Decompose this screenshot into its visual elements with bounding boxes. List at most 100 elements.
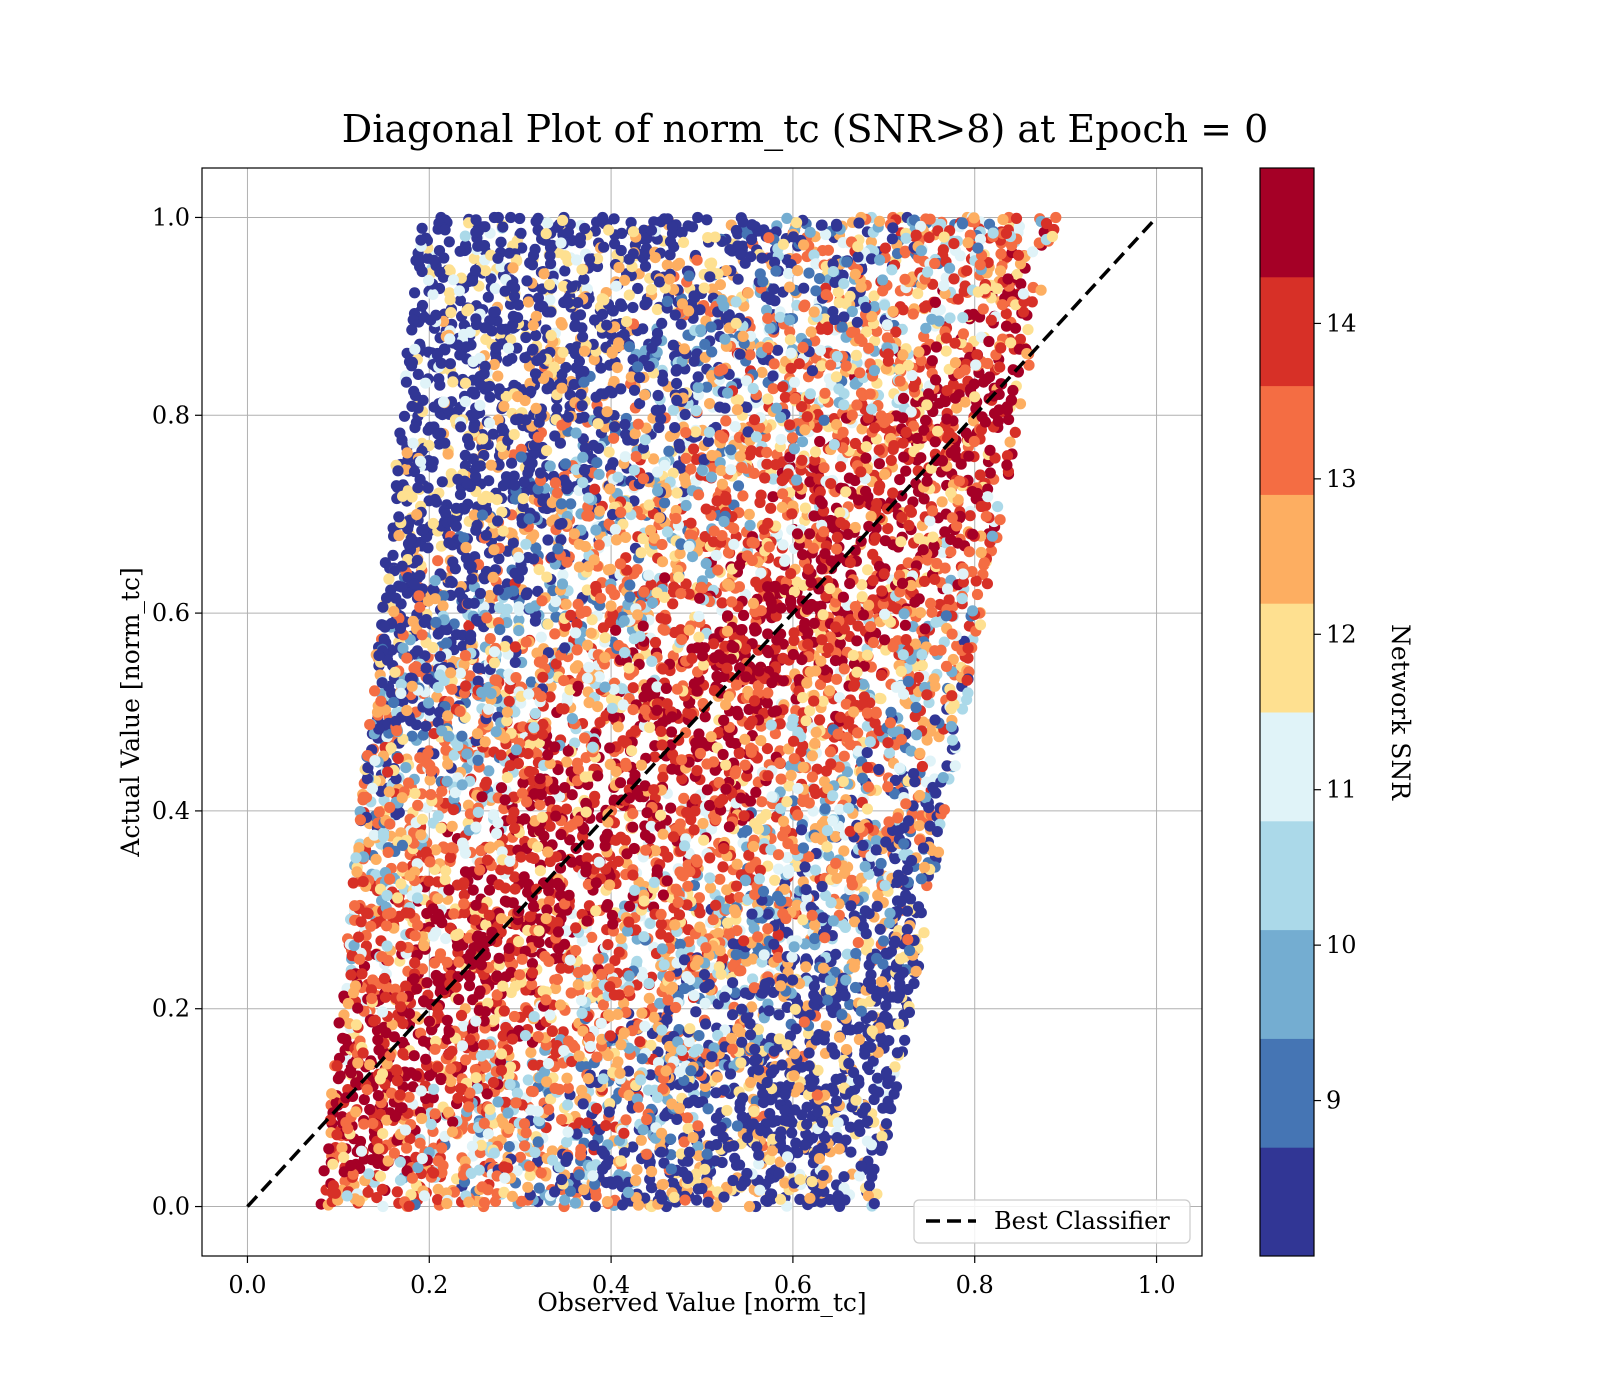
data-point [699,711,711,723]
data-point [823,850,835,862]
data-point [678,792,690,805]
data-point [813,273,826,285]
data-point [651,303,664,316]
data-point [834,637,846,650]
data-point [924,515,936,527]
data-point [730,738,742,750]
data-point [561,1136,573,1148]
data-point [675,318,687,330]
data-point [914,607,927,619]
data-point [514,212,526,225]
data-point [844,998,856,1011]
data-point [886,264,898,276]
data-point [765,502,777,514]
data-point [630,451,642,463]
data-point [822,244,835,256]
data-point [560,803,573,815]
data-point [765,1032,778,1044]
data-point [875,669,888,682]
data-point [796,436,809,448]
data-point [671,377,683,390]
data-point [918,301,930,314]
data-point [665,802,677,814]
data-point [427,903,439,915]
data-point [728,522,740,535]
data-point [351,866,363,878]
data-point [405,1067,417,1079]
data-point [602,939,614,951]
data-point [851,635,863,647]
data-point [744,862,756,874]
data-point [409,287,421,299]
data-point [443,236,455,248]
data-point [661,259,673,271]
data-point [852,937,864,949]
data-point [943,594,955,606]
data-point [849,678,861,691]
data-point [395,878,407,890]
scatter-points [315,211,1062,1213]
data-point [685,463,697,475]
data-point [513,614,525,626]
data-point [847,649,859,662]
data-point [620,760,632,773]
data-point [704,882,717,894]
data-point [441,956,453,968]
data-point [619,451,631,463]
data-point [491,494,503,506]
data-point [582,978,594,990]
data-point [569,737,581,749]
data-point [483,884,496,896]
data-point [612,721,624,733]
data-point [913,820,926,832]
data-point [376,1183,388,1195]
data-point [648,453,660,465]
data-point [691,1194,703,1206]
data-point [655,612,667,624]
data-point [509,883,521,895]
data-point [627,301,639,314]
data-point [694,907,706,919]
data-point [387,549,399,562]
data-point [619,418,631,431]
data-point [594,505,606,517]
data-point [442,758,454,770]
data-point [370,853,382,866]
data-point [492,414,504,426]
data-point [542,217,554,229]
data-point [704,872,716,884]
data-point [880,1000,892,1012]
data-point [1007,384,1019,397]
data-point [834,551,846,564]
data-point [667,650,679,662]
data-point [711,1200,723,1213]
data-point [551,403,563,415]
data-point [777,652,789,664]
data-point [457,640,469,652]
data-point [773,1168,785,1180]
data-point [714,279,727,291]
data-point [690,404,702,417]
data-point [824,746,837,758]
data-point [463,620,475,632]
data-point [756,366,768,378]
data-point [389,666,401,678]
data-point [678,472,691,484]
data-point [544,691,556,703]
data-point [714,873,726,885]
data-point [878,935,890,947]
data-point [627,682,639,694]
data-point [841,1044,853,1056]
data-point [608,375,620,388]
data-point [673,909,686,921]
data-point [883,747,896,759]
data-point [612,471,624,483]
data-point [468,253,480,265]
data-point [462,799,475,811]
data-point [553,943,565,955]
data-point [559,265,571,277]
data-point [880,1118,893,1130]
data-point [772,344,784,356]
data-point [646,655,658,668]
